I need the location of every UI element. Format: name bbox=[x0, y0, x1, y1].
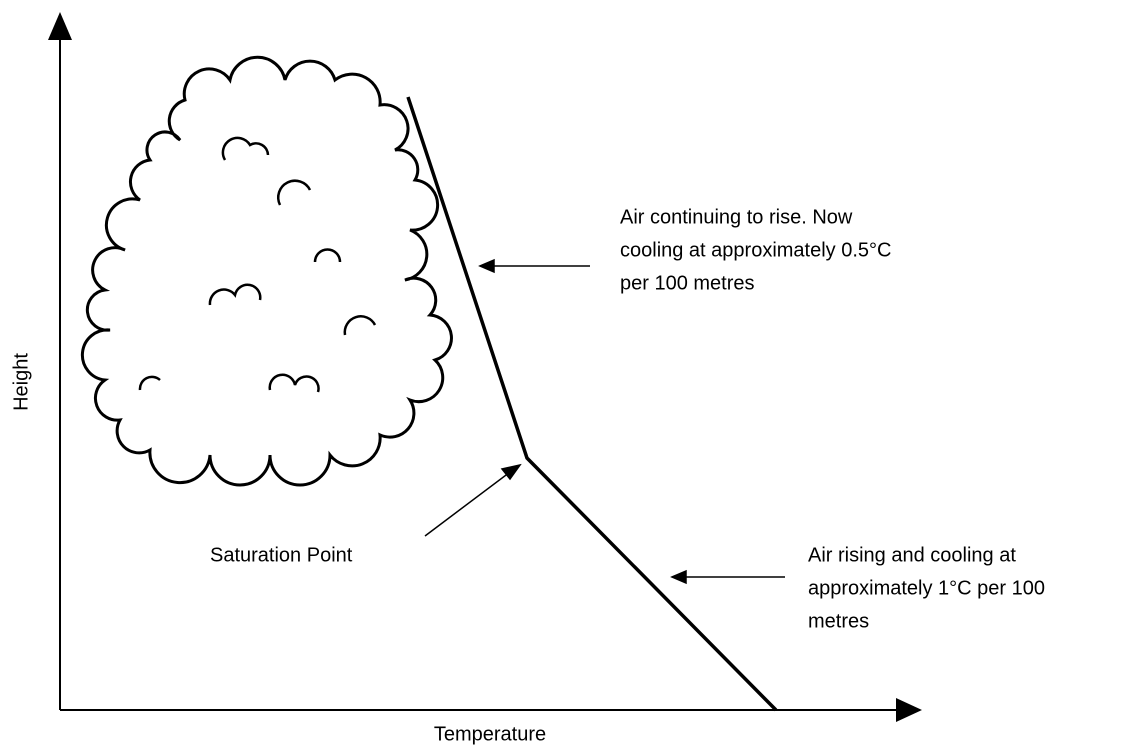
y-axis-arrowhead bbox=[48, 12, 72, 40]
pointer-arrows bbox=[424, 258, 785, 585]
annotation-line: cooling at approximately 0.5°C bbox=[620, 239, 891, 261]
cloud bbox=[80, 55, 453, 487]
temperature-profile bbox=[406, 96, 778, 712]
cloud-detail bbox=[138, 136, 377, 393]
annotation-line: Air rising and cooling at bbox=[808, 544, 1016, 566]
annotation-line: approximately 1°C per 100 bbox=[808, 577, 1045, 599]
annotation-line: Air continuing to rise. Now bbox=[620, 206, 853, 228]
y-axis-label: Height bbox=[10, 353, 32, 411]
annotation-line: metres bbox=[808, 610, 869, 632]
x-axis-label: Temperature bbox=[434, 723, 546, 745]
axes bbox=[59, 35, 900, 711]
x-axis-arrowhead bbox=[896, 698, 922, 722]
arrowhead bbox=[500, 463, 522, 481]
arrowhead bbox=[670, 569, 687, 585]
annotation-line: per 100 metres bbox=[620, 272, 755, 294]
arrowhead bbox=[478, 258, 495, 274]
arrow-line bbox=[424, 471, 511, 537]
annotation-line: Saturation Point bbox=[210, 544, 353, 566]
